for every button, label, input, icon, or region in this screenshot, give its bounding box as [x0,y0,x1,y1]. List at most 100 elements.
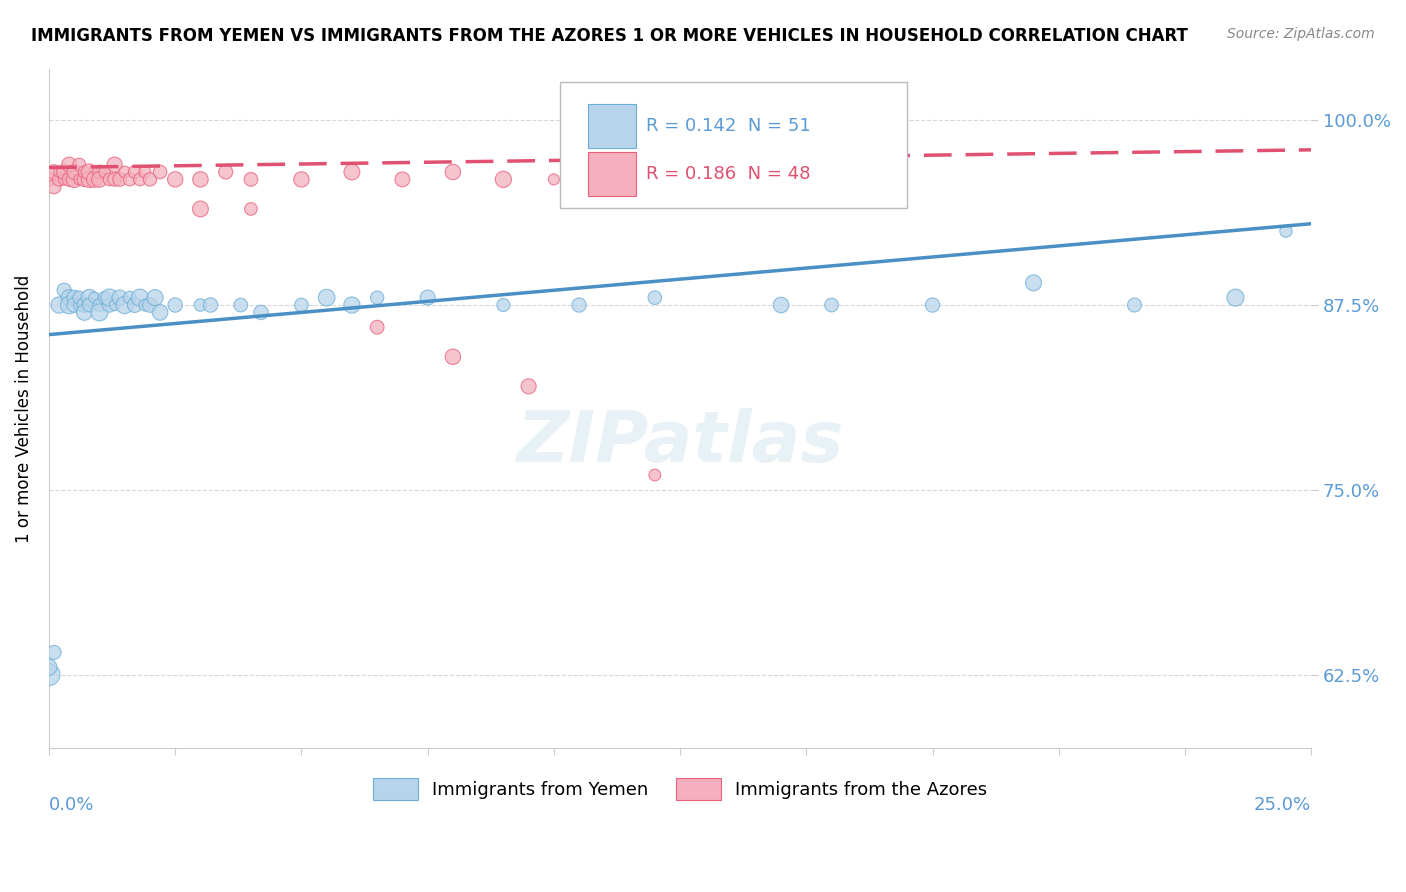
Point [149,305,172,319]
Point [98,291,121,305]
Point [38,172,60,186]
Point [73,165,96,179]
Point [1022,276,1045,290]
Point [93,165,115,179]
Point [143,291,166,305]
Point [114,298,136,312]
FancyBboxPatch shape [560,82,907,208]
Point [149,165,172,179]
Point [190,298,212,312]
Text: Source: ZipAtlas.com: Source: ZipAtlas.com [1227,27,1375,41]
Point [63,291,86,305]
Point [79,298,101,312]
Point [104,172,127,186]
Point [492,172,515,186]
Point [67,158,90,172]
Point [290,298,312,312]
Point [921,298,943,312]
Point [58,158,80,172]
Point [67,291,90,305]
Point [104,298,127,312]
FancyBboxPatch shape [588,104,636,148]
Point [165,298,187,312]
Point [441,165,464,179]
Point [239,202,262,216]
Point [517,379,540,393]
Point [73,305,96,319]
Point [83,172,105,186]
Point [416,291,439,305]
Point [42,179,65,194]
Point [134,298,156,312]
Point [165,172,187,186]
Point [83,291,105,305]
Point [89,165,111,179]
Point [98,172,121,186]
Point [108,172,131,186]
Point [118,291,141,305]
Point [139,298,162,312]
Point [79,165,101,179]
Text: ZIPatlas: ZIPatlas [516,408,844,477]
Point [79,172,101,186]
Point [340,298,363,312]
Text: 25.0%: 25.0% [1254,796,1312,814]
Point [53,283,76,297]
Text: R = 0.142  N = 51: R = 0.142 N = 51 [645,118,811,136]
Point [48,165,70,179]
Point [114,165,136,179]
Point [104,158,127,172]
Point [124,165,146,179]
Point [1275,224,1298,238]
Point [89,298,111,312]
Point [200,298,222,312]
Point [543,172,565,186]
Point [118,172,141,186]
Point [391,172,413,186]
Point [98,298,121,312]
Text: IMMIGRANTS FROM YEMEN VS IMMIGRANTS FROM THE AZORES 1 OR MORE VEHICLES IN HOUSEH: IMMIGRANTS FROM YEMEN VS IMMIGRANTS FROM… [31,27,1188,45]
Point [58,291,80,305]
Point [67,172,90,186]
Text: 0.0%: 0.0% [49,796,94,814]
Text: R = 0.186  N = 48: R = 0.186 N = 48 [645,165,810,183]
FancyBboxPatch shape [588,152,636,196]
Point [63,165,86,179]
Point [128,291,150,305]
Point [215,165,238,179]
Point [568,298,591,312]
Point [108,291,131,305]
Point [250,305,273,319]
Point [1225,291,1247,305]
Point [340,165,363,179]
Point [139,172,162,186]
Point [58,298,80,312]
Point [93,291,115,305]
Point [366,291,388,305]
Point [644,291,666,305]
Point [38,660,60,674]
Point [134,165,156,179]
Point [1123,298,1146,312]
Point [48,298,70,312]
Point [124,298,146,312]
Point [42,165,65,179]
Point [441,350,464,364]
Point [58,172,80,186]
Point [79,291,101,305]
Point [53,165,76,179]
Point [492,298,515,312]
Point [820,298,842,312]
Point [63,172,86,186]
Y-axis label: 1 or more Vehicles in Household: 1 or more Vehicles in Household [15,275,32,542]
Point [42,645,65,659]
Point [67,298,90,312]
Point [190,172,212,186]
Point [89,305,111,319]
Point [239,172,262,186]
Point [73,298,96,312]
Point [229,298,252,312]
Point [770,298,793,312]
Point [73,172,96,186]
Legend: Immigrants from Yemen, Immigrants from the Azores: Immigrants from Yemen, Immigrants from t… [366,771,994,807]
